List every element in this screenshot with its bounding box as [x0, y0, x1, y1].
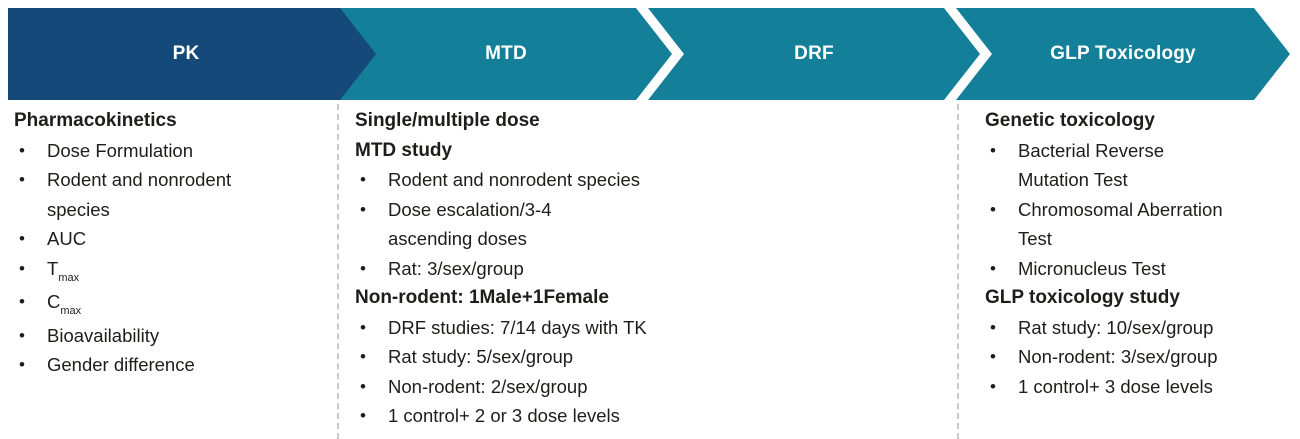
stage-chevron-label: PK — [172, 43, 200, 64]
bullet-text: Rodent and nonrodent species — [47, 169, 232, 220]
bullet-marker: • — [990, 140, 996, 160]
bullet-marker: • — [360, 258, 366, 278]
stage-chevron-mtd: MTD — [340, 8, 672, 100]
stage-detail-column-glp-toxicology: Genetic toxicology • Bacterial Reverse Mut… — [985, 106, 1285, 401]
bullet-marker: • — [19, 170, 25, 189]
bullet-text: Tmax — [47, 254, 79, 288]
dashed-column-divider — [337, 104, 339, 439]
detail-heading: Pharmacokinetics — [14, 110, 177, 131]
bullet-text: Bacterial Reverse Mutation Test — [1018, 139, 1165, 191]
bullet-marker: • — [360, 317, 366, 337]
stage-chevron-label: DRF — [794, 43, 834, 64]
bullet-marker: • — [19, 258, 25, 278]
bullet-item: • Rat study: 10/sex/group — [985, 313, 1285, 343]
bullet-marker: • — [990, 317, 996, 337]
bullet-marker: • — [19, 355, 25, 374]
dashed-column-divider — [957, 104, 959, 439]
bullet-item: • Gender difference — [14, 350, 330, 380]
bullet-item: • AUC — [14, 224, 330, 254]
bullet-text: Cmax — [47, 287, 81, 321]
bullet-item: • Dose Formulation — [14, 136, 330, 166]
bullet-text: 1 control+ 2 or 3 dose levels — [388, 405, 620, 426]
bullet-marker: • — [360, 170, 366, 189]
detail-heading: Genetic toxicology — [985, 110, 1155, 131]
bullet-text: Dose Formulation — [47, 139, 194, 161]
detail-heading: Single/multiple dose MTD study — [355, 110, 540, 161]
bullet-text: Bioavailability — [47, 324, 160, 346]
stage-chevron-label: MTD — [485, 43, 527, 64]
bullet-marker: • — [990, 376, 996, 396]
bullet-item: • 1 control+ 3 dose levels — [985, 372, 1285, 402]
bullet-marker: • — [990, 258, 996, 278]
bullet-item: • Tmax — [14, 254, 330, 288]
bullet-text-base: T — [47, 257, 59, 279]
stage-chevron-glp-toxicology: GLP Toxicology — [956, 8, 1290, 100]
bullet-marker: • — [19, 140, 25, 160]
bullet-item: • Cmax — [14, 287, 330, 321]
bullet-text-base: C — [47, 291, 61, 312]
bullet-marker: • — [990, 347, 996, 366]
bullet-item: • Bioavailability — [14, 321, 330, 351]
bullet-text: Rat study: 5/sex/group — [388, 346, 574, 367]
bullet-text: Non-rodent: 3/sex/group — [1018, 346, 1218, 367]
bullet-item: • Rat: 3/sex/group — [355, 254, 945, 284]
detail-heading: Non-rodent: 1Male+1Female — [355, 287, 609, 308]
bullet-item: • Rodent and nonrodent species — [14, 165, 330, 224]
bullet-item: • Rat study: 5/sex/group — [355, 342, 945, 372]
bullet-marker: • — [19, 325, 25, 345]
bullet-text: 1 control+ 3 dose levels — [1018, 375, 1213, 397]
bullet-item: • DRF studies: 7/14 days with TK — [355, 313, 945, 343]
bullet-marker: • — [360, 347, 366, 366]
bullet-text-subscript: max — [60, 305, 82, 317]
bullet-marker: • — [990, 199, 996, 219]
bullet-text: Dose escalation/3-4 ascending doses — [388, 198, 552, 250]
bullet-item: • Bacterial Reverse Mutation Test — [985, 136, 1285, 195]
bullet-marker: • — [360, 376, 366, 396]
bullet-text: AUC — [47, 228, 87, 249]
bullet-item: • Rodent and nonrodent species — [355, 165, 945, 195]
detail-heading: GLP toxicology study — [985, 287, 1180, 308]
bullet-item: • Chromosomal Aberration Test — [985, 195, 1285, 254]
bullet-text: Gender difference — [47, 354, 195, 375]
process-flow-banner: PK MTD DRF GLP Toxicology — [0, 0, 1300, 100]
bullet-marker: • — [360, 199, 366, 219]
bullet-marker: • — [360, 406, 366, 425]
bullet-item: • Non-rodent: 2/sex/group — [355, 372, 945, 402]
stage-chevron-pk: PK — [8, 8, 400, 100]
stage-detail-column-mtd-drf: Single/multiple dose MTD study • Rodent an… — [355, 106, 945, 431]
bullet-item: • 1 control+ 2 or 3 dose levels — [355, 401, 945, 431]
bullet-marker: • — [19, 229, 25, 248]
bullet-text: DRF studies: 7/14 days with TK — [388, 316, 647, 338]
bullet-text: Rat: 3/sex/group — [388, 257, 524, 279]
bullet-text: Rodent and nonrodent species — [388, 169, 640, 190]
stage-chevron-drf: DRF — [648, 8, 980, 100]
stage-detail-column-pk: Pharmacokinetics • Dose Formulation • Rodent… — [14, 106, 330, 380]
bullet-text: Micronucleus Test — [1018, 257, 1166, 279]
bullet-item: • Non-rodent: 3/sex/group — [985, 342, 1285, 372]
bullet-text: Rat study: 10/sex/group — [1018, 316, 1214, 338]
stage-chevron-label: GLP Toxicology — [1050, 43, 1196, 64]
bullet-marker: • — [19, 292, 25, 311]
bullet-item: • Dose escalation/3-4 ascending doses — [355, 195, 945, 254]
bullet-text-subscript: max — [58, 271, 80, 284]
bullet-text: Chromosomal Aberration Test — [1018, 198, 1223, 250]
bullet-item: • Micronucleus Test — [985, 254, 1285, 284]
bullet-text: Non-rodent: 2/sex/group — [388, 375, 588, 397]
